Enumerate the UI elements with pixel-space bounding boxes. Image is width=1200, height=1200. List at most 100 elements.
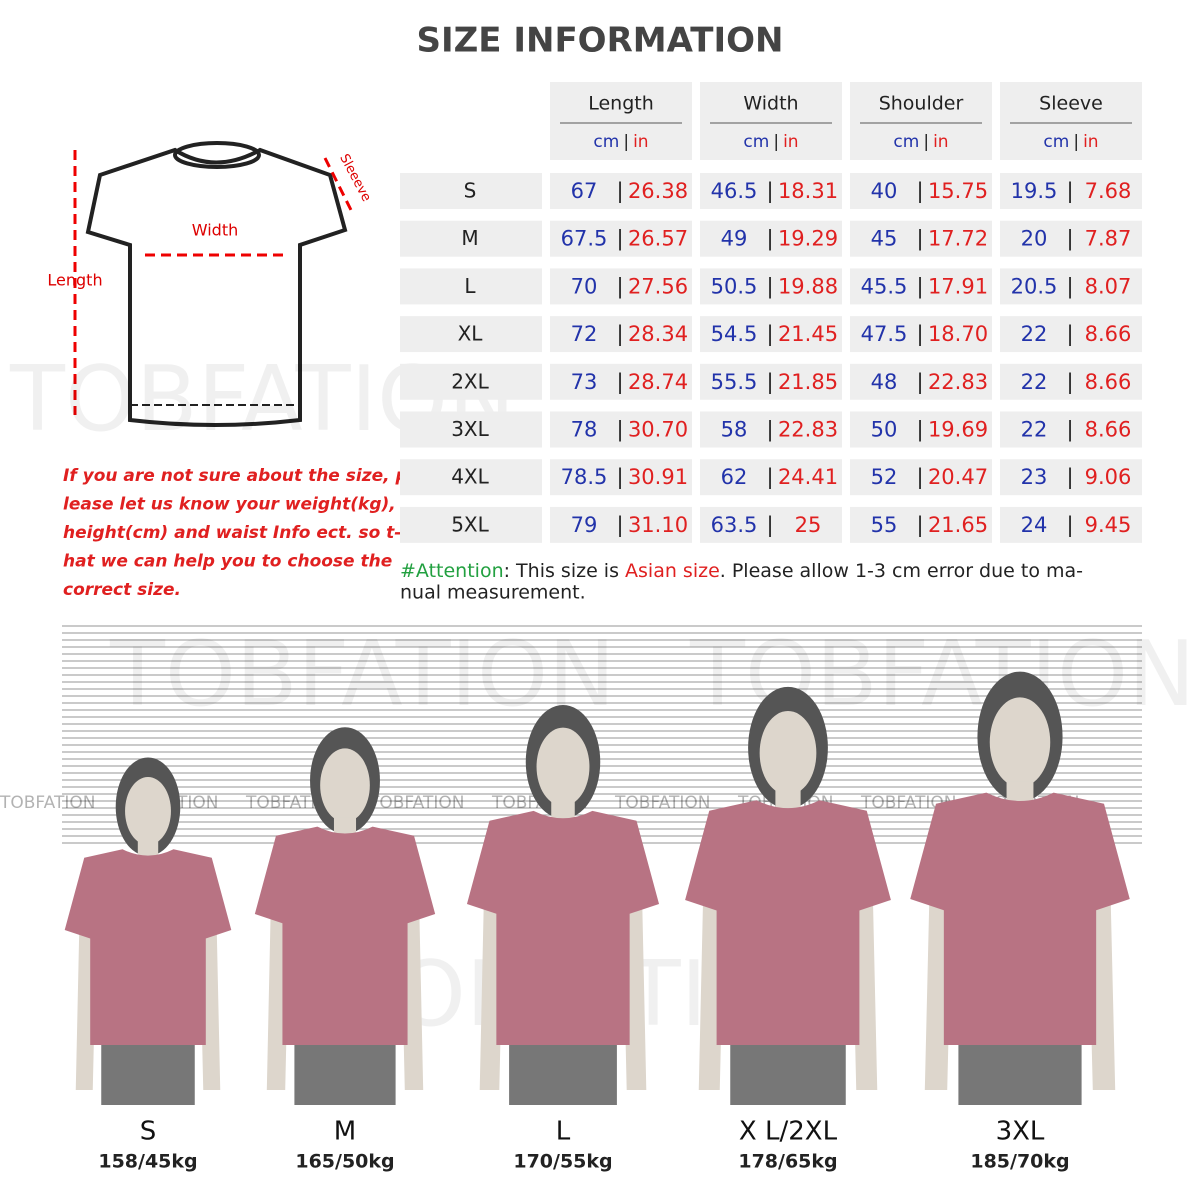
value-cell <box>550 411 692 448</box>
column-header: Shoulder <box>879 93 964 115</box>
cell-sep: | <box>916 227 923 252</box>
size-cell <box>400 411 542 448</box>
value-cell <box>1000 506 1142 543</box>
in-value: 8.07 <box>1085 274 1132 298</box>
cell-sep: | <box>616 370 623 395</box>
cm-value: 50 <box>871 418 898 442</box>
in-value: 8.66 <box>1085 418 1132 442</box>
in-value: 8.66 <box>1085 370 1132 394</box>
cell-sep: | <box>1066 513 1073 538</box>
in-value: 21.45 <box>778 322 838 346</box>
unit-label: cm | in <box>593 132 648 152</box>
unit-label: cm | in <box>743 132 798 152</box>
cell-sep: | <box>1066 370 1073 395</box>
measure-arrows <box>73 150 354 415</box>
column-header: Length <box>588 93 654 115</box>
neck <box>551 801 575 821</box>
value-cell <box>700 268 842 305</box>
cm-value: 78.5 <box>561 465 608 489</box>
size-cell <box>400 363 542 400</box>
header-cell <box>850 82 992 160</box>
neck <box>137 840 159 858</box>
unit-cm: cm <box>893 132 919 152</box>
size-label: 3XL <box>451 417 489 441</box>
face <box>125 777 171 845</box>
in-value: 22.83 <box>778 418 838 442</box>
in-value: 9.06 <box>1085 465 1132 489</box>
cm-value: 67 <box>571 179 598 203</box>
in-value: 22.83 <box>928 370 988 394</box>
size-cell <box>400 316 542 353</box>
in-value: 26.38 <box>628 179 688 203</box>
cm-value: 45.5 <box>861 274 908 298</box>
cell-sep: | <box>1066 418 1073 443</box>
header-cell <box>700 82 842 160</box>
cell-sep: | <box>766 274 773 299</box>
width-label: Width <box>192 221 238 240</box>
size-cell <box>400 506 542 543</box>
in-value: 21.65 <box>928 513 988 537</box>
value-cell <box>700 363 842 400</box>
attention-highlight: Asian size <box>625 560 720 582</box>
value-cell <box>850 173 992 209</box>
cell-sep: | <box>616 465 623 490</box>
unit-sep: | <box>773 132 779 152</box>
cm-value: 62 <box>721 465 748 489</box>
shirt <box>254 826 436 1045</box>
face <box>320 748 370 822</box>
size-cell <box>400 220 542 257</box>
cell-sep: | <box>916 418 923 443</box>
in-value: 24.41 <box>778 465 838 489</box>
cell-sep: | <box>616 274 623 299</box>
size-label: M <box>461 226 478 250</box>
cm-value: 22 <box>1021 418 1048 442</box>
unit-cm: cm <box>743 132 769 152</box>
size-label: L <box>464 274 476 298</box>
cell-sep: | <box>766 370 773 395</box>
shirt <box>685 800 891 1045</box>
attention-text: nual measurement. <box>400 582 586 604</box>
value-cell <box>550 220 692 257</box>
cell-sep: | <box>916 370 923 395</box>
cm-value: 20.5 <box>1011 274 1058 298</box>
attention-label: #Attention <box>400 560 504 582</box>
watermark: TOBFATION <box>614 793 710 813</box>
model-figure <box>254 727 436 1105</box>
cell-sep: | <box>616 418 623 443</box>
value-cell <box>700 173 842 209</box>
cm-value: 55.5 <box>711 370 758 394</box>
note-line: lease let us know your weight(kg), <box>63 495 396 515</box>
face <box>536 727 590 806</box>
value-cell <box>1000 268 1142 305</box>
neck <box>775 789 801 811</box>
cm-value: 48 <box>871 370 898 394</box>
model-stats: 158/45kg <box>98 1151 197 1173</box>
shirt <box>466 810 660 1045</box>
cm-value: 45 <box>871 227 898 251</box>
cm-value: 50.5 <box>711 274 758 298</box>
cm-value: 55 <box>871 513 898 537</box>
note-line: correct size. <box>63 580 181 600</box>
value-cell <box>550 268 692 305</box>
unit-in: in <box>633 132 649 152</box>
unit-label: cm | in <box>893 132 948 152</box>
in-value: 18.70 <box>928 322 988 346</box>
cell-sep: | <box>1066 274 1073 299</box>
cell-sep: | <box>616 322 623 347</box>
title: SIZE INFORMATION <box>417 21 784 61</box>
value-cell <box>700 411 842 448</box>
model-size: M <box>334 1117 356 1147</box>
unit-cm: cm <box>1043 132 1069 152</box>
cm-value: 79 <box>571 513 598 537</box>
neck <box>333 817 357 836</box>
unit-sep: | <box>923 132 929 152</box>
cm-value: 63.5 <box>711 513 758 537</box>
cm-value: 73 <box>571 370 598 394</box>
shirt <box>64 849 232 1045</box>
attention-text: . Please allow 1-3 cm error due to ma- <box>720 560 1083 582</box>
attention-text: : This size is <box>504 560 625 582</box>
value-cell <box>850 411 992 448</box>
value-cell <box>850 363 992 400</box>
model-stats: 185/70kg <box>970 1151 1069 1173</box>
model-stats: 178/65kg <box>738 1151 837 1173</box>
